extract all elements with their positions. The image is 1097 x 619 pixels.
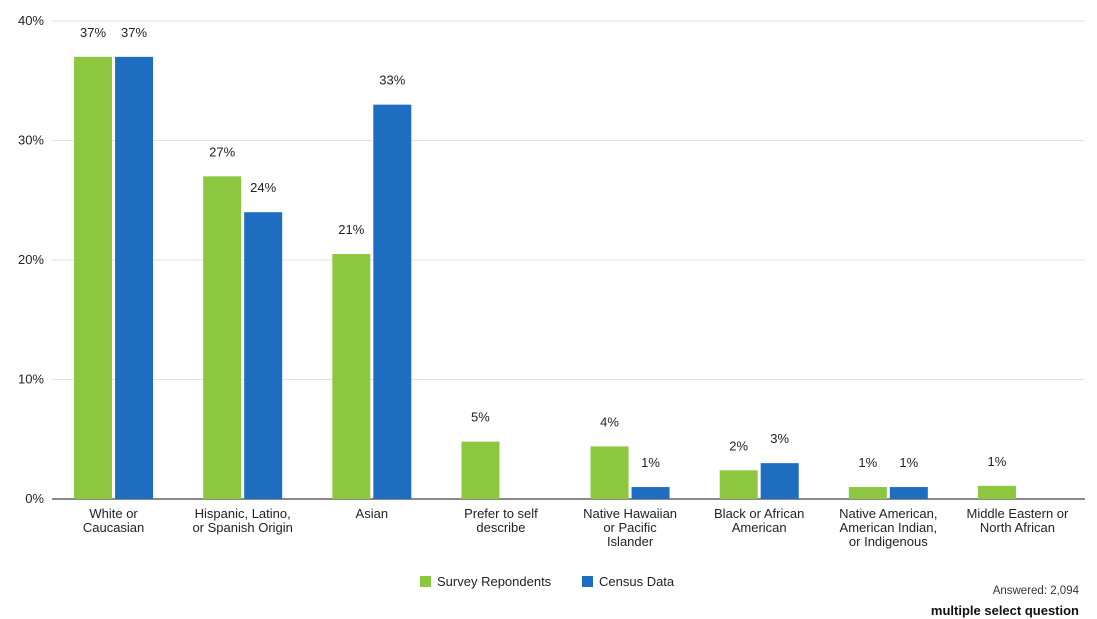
category-label: Native American, American Indian, or Indig… <box>839 506 937 549</box>
data-label: 4% <box>600 414 619 429</box>
data-label: 2% <box>729 438 748 453</box>
legend-label: Census Data <box>599 574 675 589</box>
y-tick-label: 0% <box>25 491 44 506</box>
answered-count: Answered: 2,094 <box>992 585 1079 597</box>
bar <box>848 487 887 499</box>
legend: Survey Repondents Census Data <box>420 574 675 589</box>
data-label: 21% <box>338 222 364 237</box>
legend-swatch <box>420 576 431 587</box>
y-axis: 0% 10% 20% 30% 40% <box>18 13 44 506</box>
bar <box>203 176 242 499</box>
data-label: 27% <box>209 144 235 159</box>
data-label: 33% <box>379 73 405 88</box>
category-label: Hispanic, Latino, or Spanish Origin <box>192 506 292 535</box>
data-labels: 37% 37% 27% 24% 21% 33% 5% 4% 1% 2% 3% 1% 1% 1% <box>80 25 1007 470</box>
bars <box>74 56 1016 500</box>
legend-swatch <box>582 576 593 587</box>
data-label: 1% <box>641 455 660 470</box>
legend-label: Survey Repondents <box>437 574 552 589</box>
bar <box>244 212 283 499</box>
bar <box>590 446 629 499</box>
bar <box>74 56 113 499</box>
question-type-label: multiple select question <box>930 603 1079 618</box>
y-tick-label: 20% <box>18 252 44 267</box>
x-axis: White or Caucasian Hispanic, Latino, or Spa… <box>83 506 1069 549</box>
category-label: White or Caucasian <box>83 506 144 535</box>
bar <box>889 487 928 499</box>
category-label: Native Hawaiian or Pacific Islander <box>583 506 677 549</box>
category-label: Asian <box>356 506 389 521</box>
category-label: Middle Eastern or North African <box>966 506 1069 535</box>
bar <box>373 104 412 500</box>
bar <box>760 463 799 499</box>
data-label: 37% <box>121 25 147 40</box>
data-label: 24% <box>250 180 276 195</box>
category-label: Black or African American <box>714 506 804 535</box>
bar <box>332 254 371 499</box>
data-label: 1% <box>899 455 918 470</box>
category-label: Prefer to self describe <box>464 506 538 535</box>
bar <box>719 470 758 499</box>
data-label: 5% <box>471 410 490 425</box>
data-label: 1% <box>988 454 1007 469</box>
bar <box>631 487 670 499</box>
data-label: 1% <box>858 455 877 470</box>
y-tick-label: 40% <box>18 13 44 28</box>
data-label: 3% <box>770 431 789 446</box>
bar <box>461 441 500 499</box>
y-tick-label: 30% <box>18 133 44 148</box>
data-label: 37% <box>80 25 106 40</box>
bar <box>115 56 154 499</box>
y-tick-label: 10% <box>18 372 44 387</box>
bar <box>977 485 1016 499</box>
